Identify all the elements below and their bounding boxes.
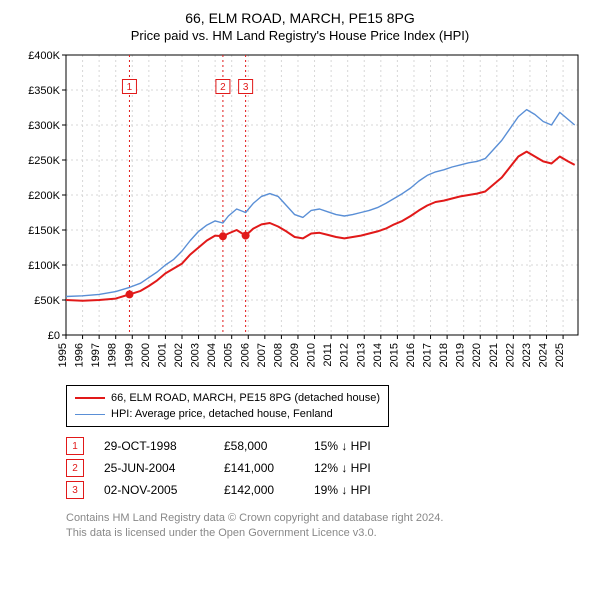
svg-text:2016: 2016: [405, 343, 417, 367]
license-line-1: Contains HM Land Registry data © Crown c…: [66, 511, 586, 526]
sales-table: 1 29-OCT-1998£58,00015% ↓ HPI 2 25-JUN-2004…: [66, 435, 586, 501]
sale-delta: 19% ↓ HPI: [314, 483, 424, 497]
svg-text:2009: 2009: [289, 343, 301, 367]
svg-text:2024: 2024: [538, 343, 550, 367]
legend-label: 66, ELM ROAD, MARCH, PE15 8PG (detached …: [111, 390, 380, 406]
sale-date: 02-NOV-2005: [104, 483, 224, 497]
svg-text:2011: 2011: [322, 343, 334, 367]
chart-subtitle: Price paid vs. HM Land Registry's House …: [14, 28, 586, 43]
legend-row: 66, ELM ROAD, MARCH, PE15 8PG (detached …: [75, 390, 380, 406]
sale-price: £58,000: [224, 439, 314, 453]
svg-text:£250K: £250K: [28, 155, 60, 167]
svg-text:2015: 2015: [388, 343, 400, 367]
svg-text:2012: 2012: [339, 343, 351, 367]
svg-text:1999: 1999: [123, 343, 135, 367]
sale-price: £141,000: [224, 461, 314, 475]
legend-row: HPI: Average price, detached house, Fenl…: [75, 406, 380, 422]
sale-delta: 12% ↓ HPI: [314, 461, 424, 475]
svg-text:2018: 2018: [438, 343, 450, 367]
svg-text:1997: 1997: [90, 343, 102, 367]
sale-price: £142,000: [224, 483, 314, 497]
sale-marker-box: 2: [66, 459, 84, 477]
sale-date: 29-OCT-1998: [104, 439, 224, 453]
svg-text:£50K: £50K: [34, 295, 60, 307]
svg-text:£100K: £100K: [28, 260, 60, 272]
sale-row: 2 25-JUN-2004£141,00012% ↓ HPI: [66, 457, 586, 479]
legend: 66, ELM ROAD, MARCH, PE15 8PG (detached …: [66, 385, 389, 427]
sale-row: 3 02-NOV-2005£142,00019% ↓ HPI: [66, 479, 586, 501]
svg-text:2004: 2004: [206, 343, 218, 367]
svg-text:2014: 2014: [372, 343, 384, 367]
svg-text:2000: 2000: [140, 343, 152, 367]
svg-text:2020: 2020: [471, 343, 483, 367]
sale-row: 1 29-OCT-1998£58,00015% ↓ HPI: [66, 435, 586, 457]
svg-text:2021: 2021: [488, 343, 500, 367]
svg-text:£300K: £300K: [28, 120, 60, 132]
svg-text:2017: 2017: [422, 343, 434, 367]
svg-text:1995: 1995: [57, 343, 69, 367]
svg-text:2005: 2005: [223, 343, 235, 367]
svg-text:2002: 2002: [173, 343, 185, 367]
svg-text:2013: 2013: [355, 343, 367, 367]
license-text: Contains HM Land Registry data © Crown c…: [66, 511, 586, 541]
chart-title: 66, ELM ROAD, MARCH, PE15 8PG: [14, 10, 586, 26]
svg-text:2019: 2019: [455, 343, 467, 367]
svg-text:1998: 1998: [107, 343, 119, 367]
svg-text:2006: 2006: [239, 343, 251, 367]
svg-text:£350K: £350K: [28, 85, 60, 97]
svg-text:1996: 1996: [74, 343, 86, 367]
svg-text:2007: 2007: [256, 343, 268, 367]
svg-text:1: 1: [127, 82, 133, 93]
sale-date: 25-JUN-2004: [104, 461, 224, 475]
svg-text:2008: 2008: [272, 343, 284, 367]
chart-plot: £0 £50K £100K £150K £200K £250K £300K £350K £400…: [14, 49, 586, 379]
license-line-2: This data is licensed under the Open Gov…: [66, 526, 586, 541]
legend-swatch: [75, 414, 105, 415]
svg-text:£200K: £200K: [28, 190, 60, 202]
svg-text:£0: £0: [48, 330, 60, 342]
svg-text:2022: 2022: [504, 343, 516, 367]
svg-text:2010: 2010: [306, 343, 318, 367]
sale-marker-box: 3: [66, 481, 84, 499]
chart-svg: £0 £50K £100K £150K £200K £250K £300K £350K £400…: [14, 49, 586, 379]
sale-delta: 15% ↓ HPI: [314, 439, 424, 453]
svg-text:2023: 2023: [521, 343, 533, 367]
svg-text:2001: 2001: [156, 343, 168, 367]
svg-text:2025: 2025: [554, 343, 566, 367]
svg-text:3: 3: [243, 82, 249, 93]
sale-marker-box: 1: [66, 437, 84, 455]
svg-text:2: 2: [220, 82, 226, 93]
legend-label: HPI: Average price, detached house, Fenl…: [111, 406, 333, 422]
svg-text:£150K: £150K: [28, 225, 60, 237]
svg-text:£400K: £400K: [28, 50, 60, 62]
svg-text:2003: 2003: [190, 343, 202, 367]
legend-swatch: [75, 397, 105, 399]
